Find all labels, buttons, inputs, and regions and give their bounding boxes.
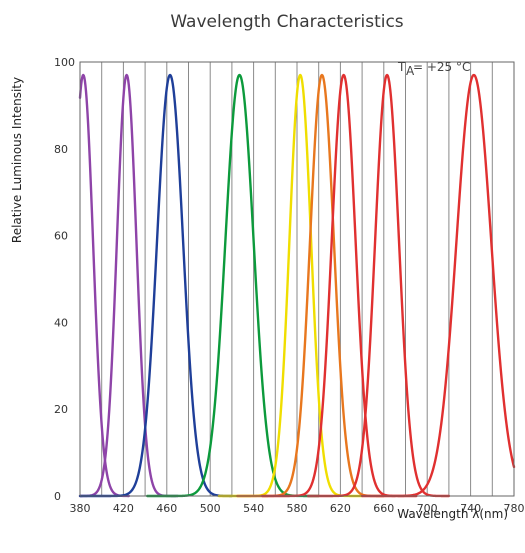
x-tick-label-660: 660 — [373, 502, 394, 515]
gridlines — [101, 62, 493, 496]
x-axis-label: Wavelength λ(nm) — [397, 507, 508, 521]
x-tick-label-540: 540 — [243, 502, 264, 515]
annotation-subscript: A — [406, 64, 415, 78]
x-tick-label-580: 580 — [287, 502, 308, 515]
y-tick-label-60: 60 — [54, 230, 68, 243]
series-line-8 — [360, 73, 516, 498]
x-tick-label-500: 500 — [200, 502, 221, 515]
y-tick-label-100: 100 — [54, 56, 75, 69]
x-tick-label-620: 620 — [330, 502, 351, 515]
x-tick-label-420: 420 — [113, 502, 134, 515]
x-tick-label-780: 780 — [504, 502, 525, 515]
plot-frame — [79, 61, 515, 497]
x-tick-label-380: 380 — [70, 502, 91, 515]
y-tick-label-80: 80 — [54, 143, 68, 156]
y-tick-label-0: 0 — [54, 490, 61, 503]
x-tick-label-460: 460 — [156, 502, 177, 515]
annotation-symbol: T — [397, 60, 406, 74]
x-tick-label-700: 700 — [417, 502, 438, 515]
temperature-annotation: T A= +25 °C — [397, 60, 470, 78]
y-tick-label-20: 20 — [54, 403, 68, 416]
annotation-value: = +25 °C — [413, 60, 470, 74]
y-tick-label-40: 40 — [54, 316, 68, 329]
y-axis-label: Relative Luminous Intensity — [10, 77, 24, 243]
x-tick-label-740: 740 — [460, 502, 481, 515]
tick-labels: 380 420 460 500 540 580 620 660 700 740 780 0 20 40 60… — [54, 56, 525, 515]
axes — [79, 61, 515, 497]
chart-title: Wavelength Characteristics — [170, 12, 403, 32]
